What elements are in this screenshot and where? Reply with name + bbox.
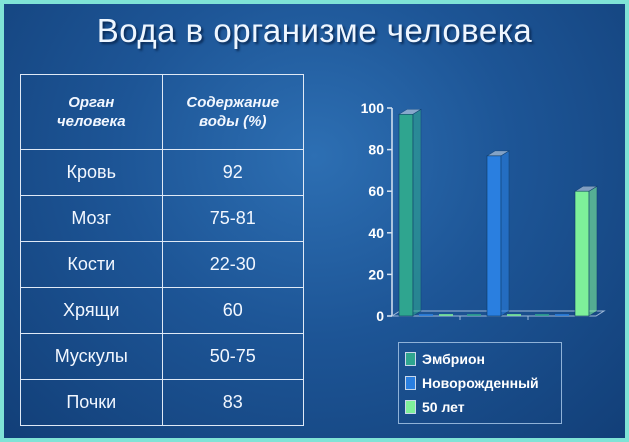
slide-title: Вода в организме человека	[96, 12, 533, 49]
bar	[467, 314, 481, 316]
water-cell: 22-30	[161, 241, 304, 288]
table-header-row: Орган человека Содержание воды (%)	[20, 74, 304, 150]
bar-top	[485, 150, 511, 157]
header-organ-text: Орган человека	[56, 94, 126, 130]
bar-top	[573, 185, 599, 192]
water-bar-chart: 0 20 40 60 80 100	[361, 100, 606, 324]
bar	[574, 190, 590, 317]
bar	[398, 113, 414, 317]
bar	[507, 314, 521, 316]
legend-label: 50 лет	[422, 399, 465, 415]
table-row: Почки 83	[20, 379, 304, 426]
organ-cell: Кости	[20, 241, 163, 288]
legend-swatch	[405, 400, 416, 414]
header-organ: Орган человека	[20, 74, 163, 150]
legend-label: Новорожденный	[422, 375, 539, 391]
organ-cell: Почки	[20, 379, 163, 426]
water-cell: 92	[161, 149, 304, 196]
bar-side	[588, 185, 598, 317]
y-tick-label: 100	[361, 100, 385, 116]
chart-legend: Эмбрион Новорожденный 50 лет	[398, 342, 562, 424]
water-cell: 83	[161, 379, 304, 426]
y-tick-label: 60	[368, 183, 384, 199]
bar	[419, 314, 433, 316]
bar	[535, 314, 549, 316]
legend-swatch	[405, 352, 416, 366]
legend-label: Эмбрион	[422, 351, 485, 367]
table-row: Кости 22-30	[20, 241, 304, 288]
organ-water-table: Орган человека Содержание воды (%) Кровь…	[20, 74, 304, 426]
y-tick-label: 80	[368, 142, 384, 158]
water-cell: 60	[161, 287, 304, 334]
bar-top	[397, 108, 423, 115]
table-row: Хрящи 60	[20, 287, 304, 334]
legend-swatch	[405, 376, 416, 390]
table-row: Мускулы 50-75	[20, 333, 304, 380]
bar-side	[412, 108, 422, 317]
organ-cell: Мускулы	[20, 333, 163, 380]
organ-cell: Мозг	[20, 195, 163, 242]
y-tick-label: 40	[368, 225, 384, 241]
water-cell: 50-75	[161, 333, 304, 380]
legend-item-newborn: Новорожденный	[405, 373, 539, 393]
header-water-text: Содержание воды (%)	[186, 94, 280, 130]
y-tick-label: 20	[368, 266, 384, 282]
bar	[439, 314, 453, 316]
legend-item-50-years: 50 лет	[405, 397, 465, 417]
organ-cell: Хрящи	[20, 287, 163, 334]
organ-cell: Кровь	[20, 149, 163, 196]
bar	[486, 155, 502, 317]
y-tick-label: 0	[376, 308, 384, 324]
water-cell: 75-81	[161, 195, 304, 242]
header-water-content: Содержание воды (%)	[161, 74, 304, 150]
table-row: Мозг 75-81	[20, 195, 304, 242]
table-row: Кровь 92	[20, 149, 304, 196]
bar-side	[500, 150, 510, 317]
legend-item-embryo: Эмбрион	[405, 349, 485, 369]
bar	[555, 314, 569, 316]
